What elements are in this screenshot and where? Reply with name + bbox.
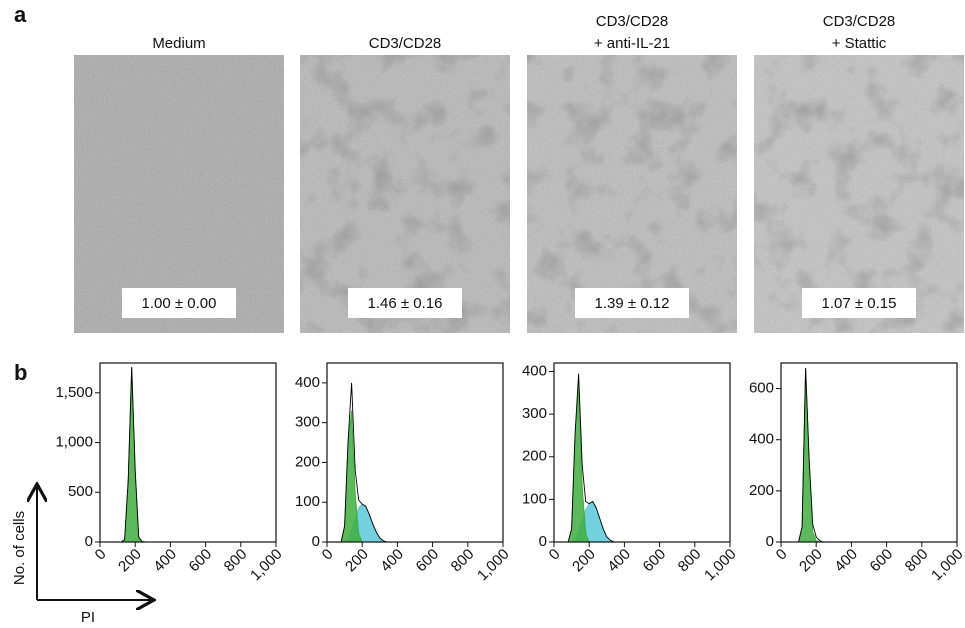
population-area <box>564 500 730 543</box>
x-tick-label: 600 <box>186 546 216 576</box>
x-tick-label: 200 <box>342 546 372 576</box>
x-tick-label: 0 <box>319 546 337 564</box>
x-tick-label: 0 <box>546 546 564 564</box>
x-tick-label: 200 <box>796 546 826 576</box>
y-tick-label: 1,000 <box>55 434 93 451</box>
x-tick-label: 0 <box>92 546 110 564</box>
x-tick-label: 800 <box>902 546 932 576</box>
image-title: + Stattic <box>832 35 887 52</box>
y-tick-label: 300 <box>295 414 320 431</box>
y-tick-label: 0 <box>539 533 547 550</box>
panel-label: a <box>14 2 27 27</box>
x-tick-label: 1,000 <box>474 546 513 585</box>
x-tick-label: 400 <box>377 546 407 576</box>
x-tick-label: 1,000 <box>701 546 740 585</box>
population-area <box>337 503 503 543</box>
y-tick-label: 400 <box>295 374 320 391</box>
y-tick-label: 0 <box>85 533 93 550</box>
y-tick-label: 100 <box>522 490 547 507</box>
plot-frame <box>326 362 504 543</box>
y-tick-label: 400 <box>522 362 547 379</box>
x-tick-label: 600 <box>413 546 443 576</box>
y-tick-label: 200 <box>749 482 774 499</box>
x-tick-label: 200 <box>115 546 145 576</box>
plot-frame <box>99 362 277 543</box>
y-tick-label: 1,500 <box>55 384 93 401</box>
image-title: CD3/CD28 <box>369 35 442 52</box>
y-tick-label: 0 <box>312 533 320 550</box>
y-axis-label: No. of cells <box>11 511 28 585</box>
x-tick-label: 600 <box>867 546 897 576</box>
plot-frame <box>780 362 958 543</box>
value-label: 1.07 ± 0.15 <box>822 295 897 312</box>
x-tick-label: 0 <box>773 546 791 564</box>
x-tick-label: 800 <box>221 546 251 576</box>
image-title: CD3/CD28 <box>596 13 669 30</box>
y-tick-label: 500 <box>68 483 93 500</box>
y-tick-label: 400 <box>749 431 774 448</box>
value-box <box>575 288 689 318</box>
micrograph-texture <box>74 55 284 333</box>
cell-clusters <box>527 55 737 333</box>
value-box <box>122 288 236 318</box>
population-area <box>110 367 276 543</box>
image-title: Medium <box>152 35 205 52</box>
plot-frame <box>553 362 731 543</box>
x-tick-label: 200 <box>569 546 599 576</box>
value-label: 1.46 ± 0.16 <box>368 295 443 312</box>
y-tick-label: 100 <box>295 493 320 510</box>
value-box <box>802 288 916 318</box>
x-tick-label: 1,000 <box>247 546 286 585</box>
x-axis-label: PI <box>81 609 95 626</box>
y-tick-label: 0 <box>766 533 774 550</box>
y-tick-label: 600 <box>749 380 774 397</box>
population-area <box>791 368 957 543</box>
x-tick-label: 600 <box>640 546 670 576</box>
value-label: 1.39 ± 0.12 <box>595 295 670 312</box>
x-tick-label: 800 <box>675 546 705 576</box>
y-tick-label: 200 <box>295 453 320 470</box>
y-tick-label: 300 <box>522 405 547 422</box>
value-box <box>348 288 462 318</box>
x-tick-label: 800 <box>448 546 478 576</box>
total-curve <box>791 368 957 543</box>
x-tick-label: 400 <box>150 546 180 576</box>
value-label: 1.00 ± 0.00 <box>142 295 217 312</box>
y-tick-label: 200 <box>522 448 547 465</box>
image-title: CD3/CD28 <box>823 13 896 30</box>
x-tick-label: 1,000 <box>928 546 965 585</box>
x-tick-label: 400 <box>604 546 634 576</box>
cell-clusters <box>300 55 510 333</box>
image-title: + anti-IL-21 <box>594 35 670 52</box>
x-tick-label: 400 <box>831 546 861 576</box>
cell-clusters <box>754 55 964 333</box>
image-row: Medium 1.00 ± 0.00 CD3/CD28 1.46 ± 0.16 CD3/… <box>74 13 964 333</box>
panel-label: b <box>14 360 27 385</box>
